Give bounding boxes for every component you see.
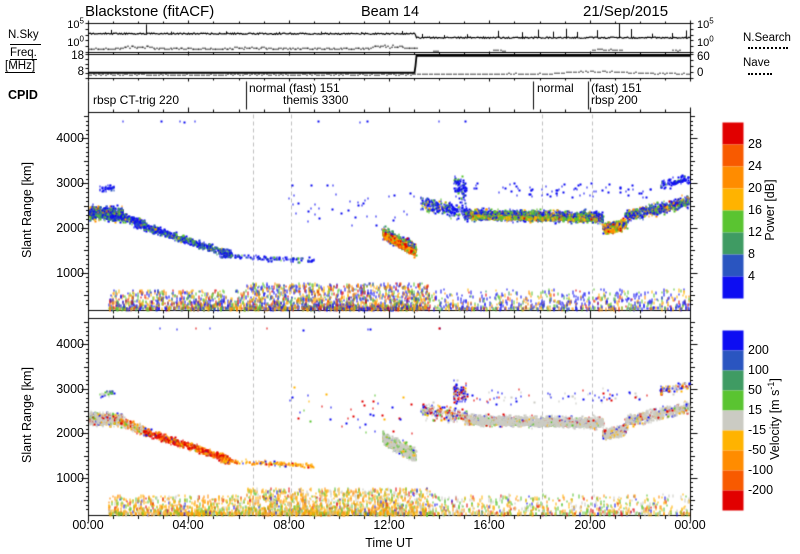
power-range-axis-title: Slant Range [km] [20, 162, 34, 258]
velocity-range-axis-title: Slant Range [km] [20, 367, 34, 463]
time-tick-label: 08:00 [273, 518, 305, 532]
power-range-tick-label: 3000 [56, 176, 84, 190]
power-colorbar-tick-label: 8 [748, 247, 755, 261]
dotted-line-legend-nave [748, 73, 772, 75]
power-colorbar-title: Power [dB] [763, 179, 777, 241]
power-colorbar-tick-label: 20 [748, 181, 762, 195]
power-colorbar-tick-label: 28 [748, 137, 762, 151]
cpid-entry-normal: normal [537, 81, 574, 95]
velocity-colorbar-tick-label: 200 [748, 343, 769, 357]
nave-label: Nave [743, 57, 770, 69]
velocity-range-tick-label: 4000 [56, 337, 84, 351]
velocity-range-tick-label: 3000 [56, 382, 84, 396]
time-tick-label: 00:00 [72, 518, 104, 532]
solid-line-legend [10, 44, 41, 45]
velocity-colorbar-tick-label: 100 [748, 363, 769, 377]
nave-tick-0: 0 [697, 67, 704, 79]
cpid-entry-rbsp-200: rbsp 200 [591, 93, 638, 107]
velocity-colorbar-tick-label: 15 [748, 403, 762, 417]
time-tick-label: 16:00 [473, 518, 505, 532]
power-colorbar-tick-label: 24 [748, 159, 762, 173]
velocity-range-tick-label: 1000 [56, 471, 84, 485]
beam-label: Beam 14 [360, 4, 420, 20]
power-colorbar-tick-label: 16 [748, 203, 762, 217]
time-tick-label: 20:00 [574, 518, 606, 532]
dotted-line-legend-search [748, 47, 788, 49]
velocity-colorbar-tick-label: -100 [748, 463, 774, 477]
noise-axis-bottom-right: 100 [697, 34, 714, 49]
noise-axis-top-right: 105 [697, 16, 714, 31]
freq-tick-8: 8 [77, 66, 84, 78]
power-colorbar-tick-label: 4 [748, 269, 755, 283]
nave-tick-60: 60 [697, 51, 710, 63]
velocity-colorbar-tick-label: -50 [748, 443, 767, 457]
cpid-entry-rbsp-ct-trig: rbsp CT-trig 220 [93, 93, 180, 107]
power-range-tick-label: 2000 [56, 221, 84, 235]
freq-label-line2: [MHz] [5, 60, 36, 73]
power-colorbar-tick-label: 12 [748, 225, 762, 239]
plot-title: Blackstone (fitACF) [85, 3, 215, 20]
power-range-tick-label: 4000 [56, 131, 84, 145]
velocity-colorbar-tick-label: 50 [748, 383, 762, 397]
cpid-entry-fast-151: (fast) 151 [591, 81, 642, 95]
cpid-entry-themis: themis 3300 [283, 93, 349, 107]
freq-label-line1: Freq. [10, 47, 37, 60]
velocity-colorbar-tick-label: -200 [748, 483, 774, 497]
cpid-label: CPID [8, 88, 38, 102]
velocity-colorbar-tick-label: -15 [748, 423, 767, 437]
time-tick-label: 04:00 [172, 518, 204, 532]
velocity-range-tick-label: 2000 [56, 426, 84, 440]
time-axis-title: Time UT [365, 536, 413, 550]
power-range-tick-label: 1000 [56, 266, 84, 280]
noise-search-label: N.Search [743, 32, 791, 44]
freq-tick-18: 18 [71, 50, 84, 62]
time-tick-label: 12:00 [373, 518, 405, 532]
cpid-entry-normal-fast-1: normal (fast) 151 [249, 81, 340, 95]
noise-axis-top-left: 105 [67, 16, 84, 31]
noise-sky-label: N.Sky [8, 29, 39, 41]
noise-axis-bottom-left: 100 [67, 34, 84, 49]
date-label: 21/Sep/2015 [583, 3, 669, 20]
time-tick-label: 00:00 [674, 518, 706, 532]
